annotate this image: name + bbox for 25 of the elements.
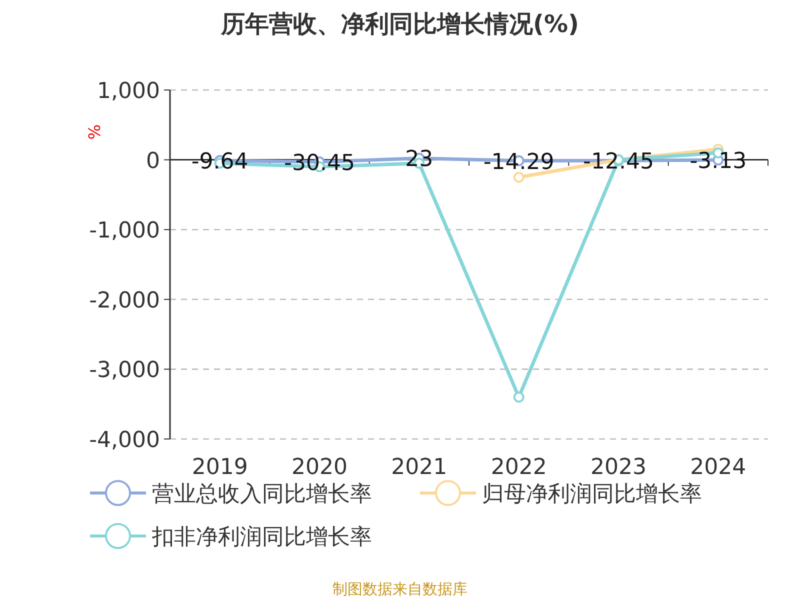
x-tick-label: 2019	[192, 455, 248, 480]
data-label: -9.64	[191, 149, 248, 174]
y-tick-label: 0	[146, 148, 160, 174]
data-label: -12.45	[583, 150, 654, 175]
legend-label: 营业总收入同比增长率	[152, 482, 372, 507]
y-tick-label: 1,000	[97, 79, 160, 104]
x-tick-label: 2022	[490, 455, 547, 480]
y-tick-label: -1,000	[89, 218, 160, 244]
data-label: 23	[405, 147, 434, 172]
y-tick-label: -4,000	[89, 428, 160, 453]
point	[513, 172, 524, 183]
data-label: -14.29	[483, 150, 554, 175]
x-tick-label: 2023	[590, 455, 646, 480]
x-tick-label: 2020	[292, 455, 348, 480]
x-tick-label: 2024	[690, 455, 746, 480]
y-tick-label: -3,000	[89, 358, 160, 384]
legend-label: 归母净利润同比增长率	[482, 482, 702, 507]
y-tick-label: -2,000	[89, 288, 160, 314]
y-axis-title: %	[85, 124, 104, 140]
chart-title: 历年营收、净利同比增长情况(%)	[220, 10, 579, 38]
data-label: -3.13	[690, 149, 747, 174]
x-tick-label: 2021	[391, 455, 448, 480]
legend-label: 扣非净利润同比增长率	[151, 525, 372, 550]
text: 制图数据来自数据库	[332, 580, 468, 598]
point	[513, 392, 524, 403]
